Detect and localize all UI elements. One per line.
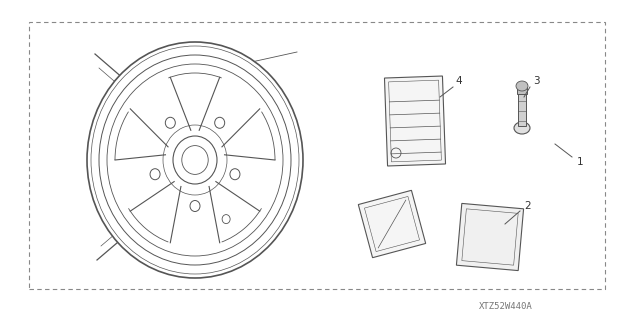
Text: 2: 2 — [525, 201, 531, 211]
Ellipse shape — [514, 122, 530, 134]
Bar — [29, 22, 605, 289]
Text: 4: 4 — [456, 76, 462, 86]
Bar — [358, 190, 426, 258]
Ellipse shape — [87, 42, 303, 278]
Text: 1: 1 — [577, 157, 583, 167]
Bar — [385, 76, 445, 166]
Bar — [456, 204, 524, 271]
Bar — [517, 84, 527, 94]
Bar — [364, 197, 420, 252]
Bar — [462, 209, 518, 265]
Ellipse shape — [516, 81, 528, 91]
Bar — [388, 80, 442, 162]
Bar — [518, 91, 526, 126]
Text: 3: 3 — [532, 76, 540, 86]
Text: XTZ52W440A: XTZ52W440A — [479, 302, 532, 311]
